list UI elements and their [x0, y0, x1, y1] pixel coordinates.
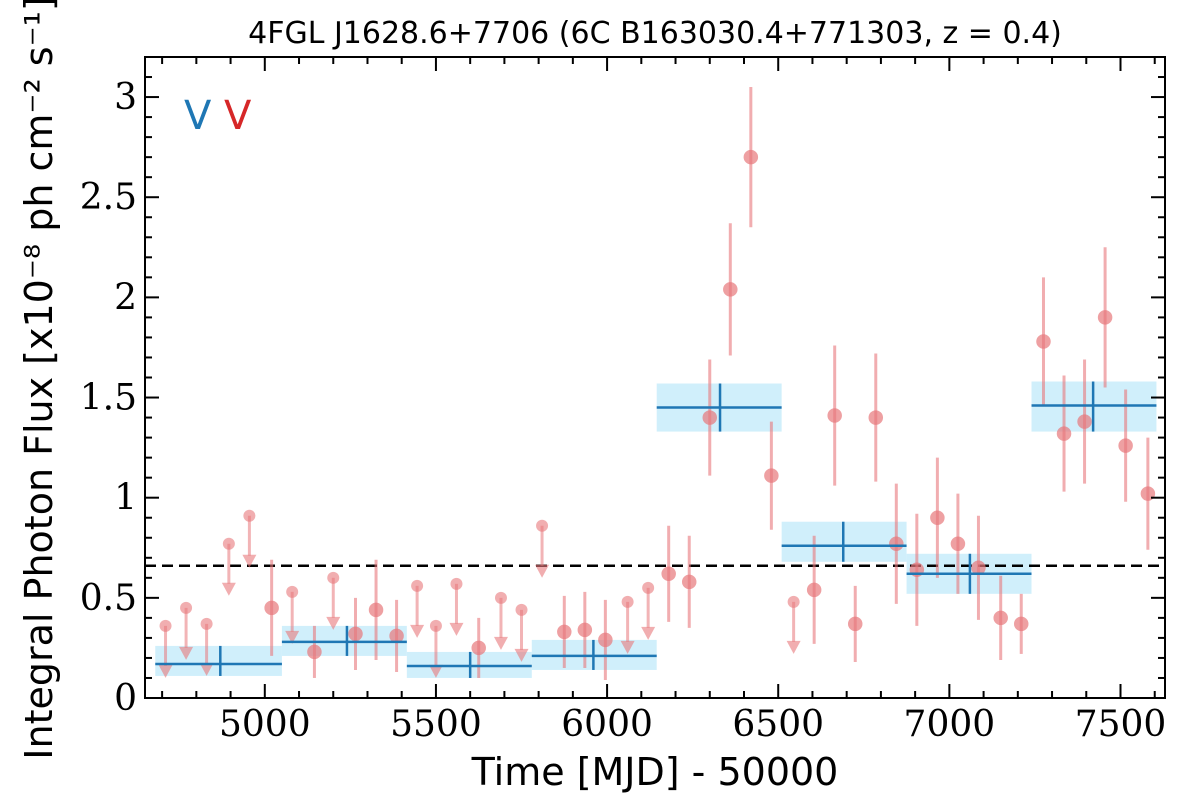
short-bin-point — [930, 510, 945, 525]
upper-limit-point — [327, 571, 340, 584]
upper-limit-point — [642, 581, 655, 594]
short-bin-point — [743, 149, 759, 165]
x-tick-label: 6000 — [561, 704, 653, 745]
upper-limit-arrow — [641, 626, 656, 640]
upper-limit-arrow — [221, 582, 236, 596]
y-tick-label: 1 — [114, 478, 137, 519]
short-bin-point — [348, 626, 363, 642]
legend-mark-long-bins: V — [184, 93, 212, 139]
upper-limit-point — [536, 519, 549, 532]
upper-limit-point — [494, 591, 507, 604]
y-tick-label: 2.5 — [80, 177, 137, 218]
short-bin-point — [764, 468, 779, 483]
short-bin-point — [889, 536, 904, 552]
upper-limit-point — [159, 619, 172, 632]
upper-limit-arrow — [285, 630, 300, 644]
upper-limit-arrow — [410, 624, 425, 638]
upper-limit-point — [411, 579, 424, 592]
x-tick-label: 5000 — [219, 704, 311, 745]
short-bin-point — [1056, 426, 1072, 441]
upper-limit-point — [515, 603, 528, 616]
short-bin-point — [389, 628, 404, 644]
upper-limit-point — [180, 601, 193, 614]
upper-limit-point — [787, 595, 800, 608]
upper-limit-point — [429, 619, 442, 632]
short-bin-point — [307, 644, 322, 660]
y-tick-label: 0.5 — [80, 578, 137, 619]
short-bin-point — [971, 560, 986, 576]
plot-layer — [145, 87, 1165, 680]
short-bin-point — [868, 410, 884, 425]
upper-limit-arrow — [242, 554, 257, 568]
y-axis-title: Integral Photon Flux [x10⁻⁸ ph cm⁻² s⁻¹] — [17, 0, 61, 760]
upper-limit-arrow — [514, 648, 529, 662]
tick-layer: 5000 5500 6000 6500 7000 7500 0 0.5 1 1.5 2 2.5 3 — [80, 57, 1167, 745]
short-bin-point — [1036, 334, 1051, 349]
plot-frame — [144, 56, 1166, 699]
upper-limit-arrow — [158, 664, 173, 678]
upper-limit-point — [621, 595, 634, 608]
short-bin-point — [264, 600, 279, 616]
long-bin-band — [155, 645, 282, 676]
y-tick-label: 1.5 — [80, 378, 137, 419]
short-bin-point — [993, 610, 1008, 626]
upper-limit-point — [450, 577, 463, 590]
short-bin-point — [827, 408, 842, 423]
upper-limit-arrow — [620, 640, 635, 654]
y-tick-label: 3 — [114, 77, 137, 118]
short-bin-point — [681, 574, 697, 590]
short-bin-point — [702, 410, 718, 425]
short-bin-point — [1013, 616, 1029, 632]
short-bin-point — [1077, 414, 1092, 429]
x-tick-label: 7500 — [1075, 704, 1167, 745]
chart-title: 4FGL J1628.6+7706 (6C B163030.4+771303, … — [248, 16, 1062, 51]
upper-limit-arrow — [326, 616, 341, 630]
x-axis-title: Time [MJD] - 50000 — [471, 750, 839, 794]
y-tick-label: 2 — [114, 277, 137, 318]
upper-limit-arrow — [535, 564, 550, 578]
x-tick-label: 5500 — [390, 704, 482, 745]
short-bin-point — [806, 582, 822, 598]
short-bin-point — [598, 632, 613, 648]
upper-limit-point — [222, 537, 235, 550]
short-bin-point — [950, 536, 966, 552]
short-bin-point — [557, 624, 572, 640]
short-bin-point — [661, 566, 676, 582]
upper-limit-point — [286, 585, 299, 598]
y-tick-label: 0 — [114, 678, 137, 719]
short-bin-point — [847, 616, 863, 632]
upper-limit-arrow — [199, 662, 214, 676]
legend-mark-short-bins: V — [224, 93, 252, 139]
short-bin-point — [1097, 310, 1113, 325]
upper-limit-point — [243, 509, 256, 522]
short-bin-point — [577, 622, 593, 638]
x-tick-label: 6500 — [732, 704, 824, 745]
upper-limit-arrow — [428, 664, 443, 678]
x-tick-label: 7000 — [904, 704, 996, 745]
short-bin-point — [723, 282, 738, 297]
short-bin-point — [471, 640, 486, 656]
upper-limit-arrow — [493, 636, 508, 650]
upper-limit-point — [200, 617, 213, 630]
upper-limit-arrow — [179, 646, 194, 660]
upper-limit-arrow — [449, 622, 464, 636]
short-bin-point — [368, 602, 384, 618]
short-bin-point — [1118, 438, 1133, 453]
upper-limit-arrow — [786, 640, 801, 654]
